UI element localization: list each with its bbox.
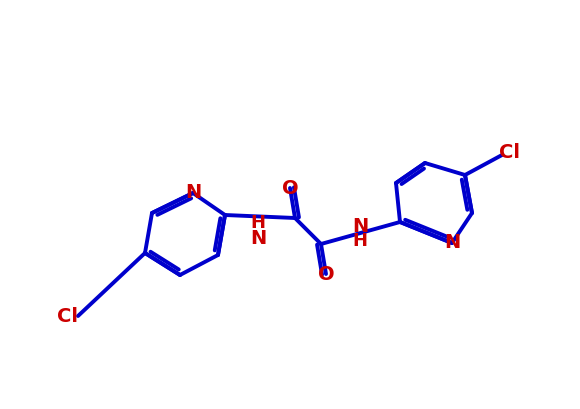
Text: Cl: Cl (499, 142, 520, 162)
Text: O: O (282, 178, 298, 198)
Text: H: H (251, 214, 266, 232)
Text: N: N (250, 229, 266, 247)
Text: Cl: Cl (57, 306, 78, 326)
Text: N: N (185, 184, 201, 202)
Text: N: N (352, 216, 368, 236)
Text: H: H (353, 232, 368, 250)
Text: N: N (444, 234, 460, 252)
Text: O: O (318, 265, 334, 283)
